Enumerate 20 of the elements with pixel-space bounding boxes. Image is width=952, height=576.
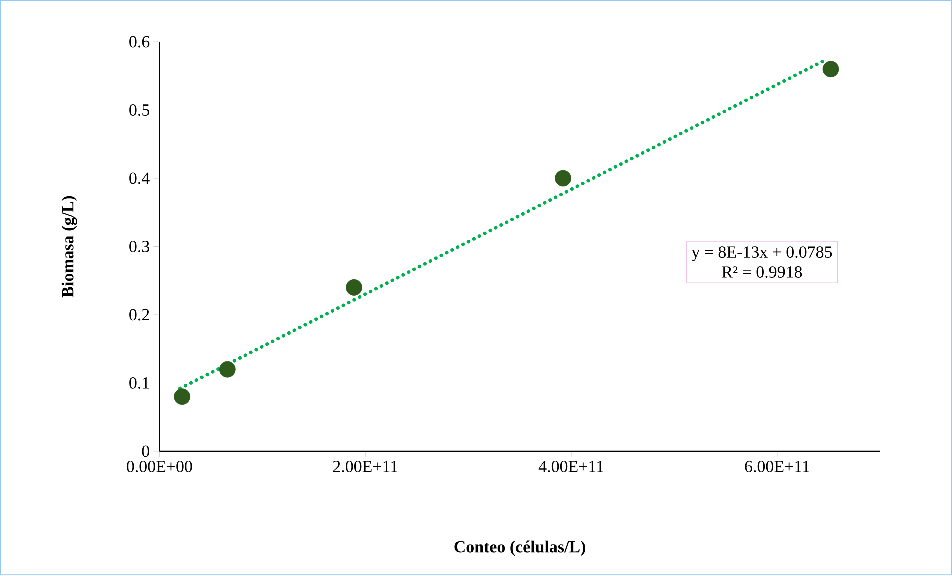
point (346, 280, 362, 296)
y-tick-label: 0.4 (130, 172, 150, 184)
x-tick-label: 6.00E+11 (745, 461, 810, 473)
x-tick-label: 2.00E+11 (333, 461, 398, 473)
x-tick-label: 4.00E+11 (538, 461, 604, 473)
x-tick-label: 0.00E+00 (127, 461, 192, 473)
point (174, 388, 191, 406)
point (219, 362, 236, 378)
y-tick-label: 0.6 (130, 36, 150, 48)
point (822, 61, 840, 78)
y-tick-label: 0.5 (130, 104, 150, 116)
y-tick-label: 0.2 (130, 309, 150, 321)
y-tick-label: 0 (142, 446, 150, 458)
annotation: R² = 0.9918 (722, 266, 802, 278)
y-axis-title: Biomasa (g/L) (62, 196, 78, 298)
point (555, 170, 572, 187)
annotation: y = 8E-13x + 0.0785 (692, 246, 832, 262)
y-tick-label: 0.3 (130, 241, 150, 253)
y-tick-label: 0.1 (130, 378, 150, 390)
x-axis-title: Conteo (células/L) (454, 541, 586, 556)
